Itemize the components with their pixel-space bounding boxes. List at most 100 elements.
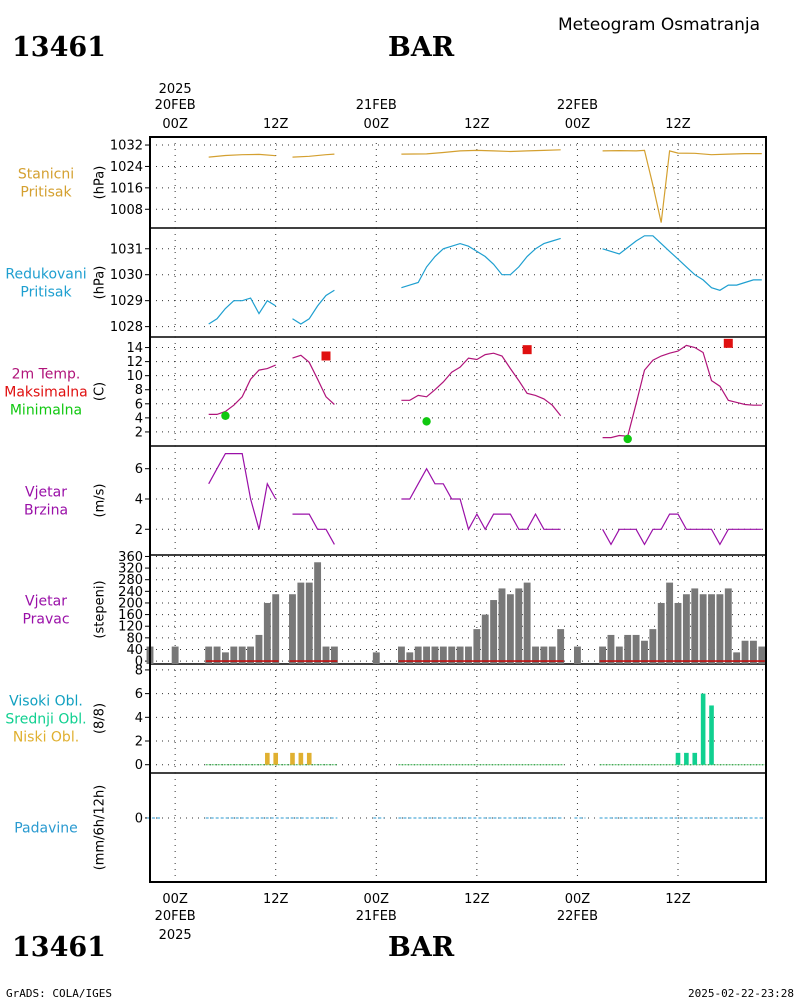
y-tick-label: 1016 [110,181,143,196]
panel-reduced-pressure: 1028 1029 1030 1031(hPa) Redukovani Pritisak [5,228,766,338]
panel-label: Vjetar [25,594,67,610]
y-tick-label: 6 [135,687,143,702]
y-tick-label: 12 [126,355,143,370]
direction-bar [431,646,439,664]
direction-bar [599,646,607,664]
credit-text: GrADS: COLA/IGES [6,987,112,1000]
direction-bar [314,562,322,664]
y-tick-label: 320 [118,562,143,577]
panel-label: Padavine [14,821,78,837]
series-line [292,354,335,405]
min-temp-marker [623,434,632,444]
y-tick-label: 4 [135,411,143,426]
max-temp-marker [723,338,733,348]
station-name-top: BAR [388,32,455,63]
y-tick-label: 80 [126,631,143,646]
y-axis-label: (m/s) [93,484,108,518]
bottom-axis-hour: 12Z [464,892,490,907]
bottom-axis-date: 21FEB [356,909,397,924]
series-line [401,352,562,417]
direction-bar [523,582,531,664]
top-axis-year: 2025 [159,82,192,97]
direction-bar [305,582,313,664]
panel-label: Maksimalna [4,385,88,401]
direction-bar [649,629,657,664]
direction-bar [456,646,464,664]
panel-label: Pravac [22,612,69,628]
series-line [602,149,762,223]
y-tick-label: 4 [135,711,143,726]
y-tick-label: 0 [135,758,143,773]
cloud-bar [709,705,714,765]
station-id-bottom: 13461 [12,932,106,963]
direction-bar [406,652,414,664]
direction-bar [573,646,581,664]
chart-title: Meteogram Osmatranja [558,15,760,35]
top-axis-hour: 12Z [665,117,691,132]
cloud-bar [298,752,304,765]
direction-bar [263,602,271,664]
y-tick-label: 0 [135,811,143,826]
min-temp-marker [422,417,431,426]
direction-bar [691,588,699,664]
bottom-axis-hour: 12Z [263,892,289,907]
direction-bar [548,646,556,664]
direction-bar [372,652,380,664]
panels: 1008101610241032(hPa)StanicniPritisak102… [4,137,766,883]
direction-bar [221,652,229,664]
max-temp-marker [321,351,331,361]
y-tick-label: 6 [135,462,143,477]
direction-bar [322,646,330,664]
station-name-bottom: BAR [388,932,455,963]
y-tick-label: 0 [135,655,143,670]
panel-label: Pritisak [20,285,72,301]
top-axis-hour: 12Z [464,117,490,132]
direction-bar [465,646,472,664]
direction-bar [498,588,506,664]
direction-bar [247,646,255,664]
bottom-axis-year: 2025 [159,928,192,943]
y-tick-label: 1028 [110,320,143,335]
panel-label: Srednji Obl. [5,712,86,728]
direction-bar [532,646,539,664]
series-line [208,297,277,325]
direction-bar [666,582,674,664]
cloud-bar [684,752,689,765]
y-tick-label: 1024 [110,160,143,175]
direction-bar [481,614,489,664]
y-tick-label: 2 [135,425,143,440]
direction-bar [448,646,456,664]
y-tick-label: 1029 [110,294,143,309]
direction-bar [213,646,221,664]
direction-bar [632,634,640,664]
max-temp-marker [522,345,532,355]
y-axis-label: (mm/6h/12h) [93,785,108,871]
direction-bar [749,640,757,664]
y-tick-label: 280 [118,573,143,588]
y-tick-label: 1030 [110,268,143,283]
y-tick-label: 240 [118,585,143,600]
bottom-axis-date: 20FEB [155,909,196,924]
direction-bar [397,646,405,664]
direction-bar [758,646,766,664]
y-tick-label: 6 [135,397,143,412]
series-line [401,149,561,155]
direction-bar [297,582,305,664]
direction-bar [272,594,280,664]
timestamp-text: 2025-02-22-23:28 [688,987,794,1000]
direction-bar [708,594,715,664]
direction-bar [490,600,498,664]
panel-label: Visoki Obl. [9,694,83,710]
direction-bar [439,646,447,664]
direction-bar [741,640,749,664]
min-temp-marker [221,411,230,420]
y-axis-label: (hPa) [93,166,108,200]
series-line [401,237,561,289]
direction-bar [716,594,724,664]
top-axis-hour: 00Z [364,117,390,132]
direction-bar [414,646,422,664]
panel-label: Niski Obl. [13,730,79,746]
direction-bar [330,646,338,664]
series-line [208,453,277,530]
series-line [208,364,276,415]
